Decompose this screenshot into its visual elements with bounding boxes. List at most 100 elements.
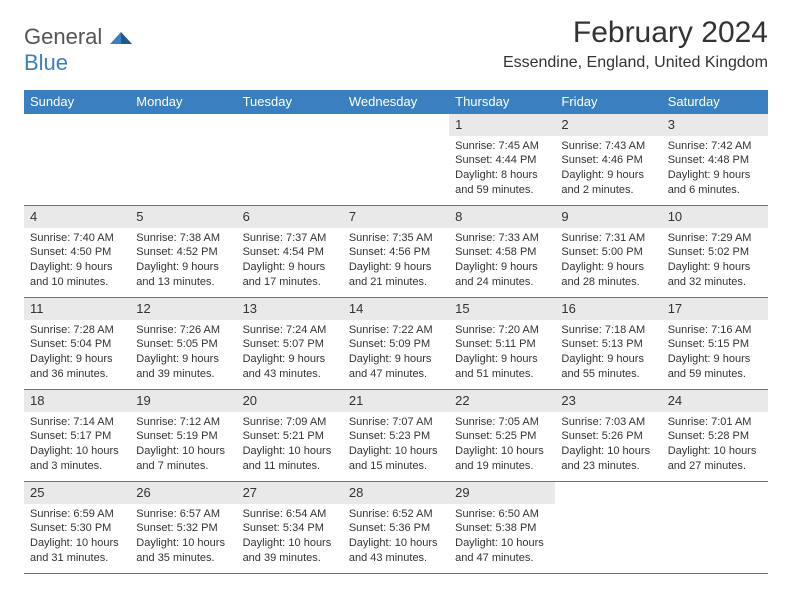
day-sunrise: Sunrise: 6:50 AM xyxy=(455,507,549,522)
logo-text: General Blue xyxy=(24,24,132,76)
weekday-header: Thursday xyxy=(449,90,555,114)
day-number: 7 xyxy=(343,206,449,228)
calendar-cell: 27Sunrise: 6:54 AMSunset: 5:34 PMDayligh… xyxy=(237,482,343,574)
day-sunrise: Sunrise: 6:59 AM xyxy=(30,507,124,522)
day-sunset: Sunset: 5:07 PM xyxy=(243,337,337,352)
day-d1: Daylight: 9 hours xyxy=(561,352,655,367)
day-d2: and 55 minutes. xyxy=(561,367,655,382)
weekday-header: Monday xyxy=(130,90,236,114)
day-d1: Daylight: 10 hours xyxy=(349,536,443,551)
day-sunset: Sunset: 4:44 PM xyxy=(455,153,549,168)
calendar-cell: 20Sunrise: 7:09 AMSunset: 5:21 PMDayligh… xyxy=(237,390,343,482)
page-header: General Blue February 2024 Essendine, En… xyxy=(24,16,768,76)
calendar-cell: 7 Sunrise: 7:35 AMSunset: 4:56 PMDaylight… xyxy=(343,206,449,298)
calendar-cell xyxy=(343,114,449,206)
day-d2: and 27 minutes. xyxy=(668,459,762,474)
day-d1: Daylight: 10 hours xyxy=(349,444,443,459)
day-d1: Daylight: 9 hours xyxy=(668,260,762,275)
logo-line2: Blue xyxy=(24,50,68,75)
calendar-cell: 21Sunrise: 7:07 AMSunset: 5:23 PMDayligh… xyxy=(343,390,449,482)
day-d1: Daylight: 10 hours xyxy=(668,444,762,459)
calendar-page: General Blue February 2024 Essendine, En… xyxy=(0,0,792,590)
calendar-cell: 8Sunrise: 7:33 AMSunset: 4:58 PMDaylight… xyxy=(449,206,555,298)
day-sunset: Sunset: 4:56 PM xyxy=(349,245,443,260)
calendar-cell: 26Sunrise: 6:57 AMSunset: 5:32 PMDayligh… xyxy=(130,482,236,574)
day-d2: and 23 minutes. xyxy=(561,459,655,474)
calendar-week: 1Sunrise: 7:45 AMSunset: 4:44 PMDaylight… xyxy=(24,114,768,206)
day-number: 14 xyxy=(343,298,449,320)
day-d1: Daylight: 10 hours xyxy=(243,536,337,551)
day-sunset: Sunset: 5:30 PM xyxy=(30,521,124,536)
day-number: 20 xyxy=(237,390,343,412)
day-sunrise: Sunrise: 6:52 AM xyxy=(349,507,443,522)
calendar-cell: 1Sunrise: 7:45 AMSunset: 4:44 PMDaylight… xyxy=(449,114,555,206)
day-sunset: Sunset: 4:46 PM xyxy=(561,153,655,168)
day-sunset: Sunset: 4:50 PM xyxy=(30,245,124,260)
day-d2: and 21 minutes. xyxy=(349,275,443,290)
day-number: 15 xyxy=(449,298,555,320)
day-sunset: Sunset: 5:38 PM xyxy=(455,521,549,536)
day-number: 1 xyxy=(449,114,555,136)
calendar-cell: 3Sunrise: 7:42 AMSunset: 4:48 PMDaylight… xyxy=(662,114,768,206)
day-d1: Daylight: 9 hours xyxy=(349,260,443,275)
calendar-cell: 28 Sunrise: 6:52 AMSunset: 5:36 PMDayligh… xyxy=(343,482,449,574)
day-sunrise: Sunrise: 7:14 AM xyxy=(30,415,124,430)
day-number: 25 xyxy=(24,482,130,504)
calendar-cell: 18Sunrise: 7:14 AMSunset: 5:17 PMDayligh… xyxy=(24,390,130,482)
day-d2: and 17 minutes. xyxy=(243,275,337,290)
location: Essendine, England, United Kingdom xyxy=(503,54,768,72)
day-number: 9 xyxy=(555,206,661,228)
day-sunrise: Sunrise: 7:38 AM xyxy=(136,231,230,246)
day-d2: and 51 minutes. xyxy=(455,367,549,382)
day-number: 24 xyxy=(662,390,768,412)
day-sunrise: Sunrise: 7:03 AM xyxy=(561,415,655,430)
calendar-cell: 11Sunrise: 7:28 AMSunset: 5:04 PMDayligh… xyxy=(24,298,130,390)
day-sunrise: Sunrise: 7:35 AM xyxy=(349,231,443,246)
day-d1: Daylight: 9 hours xyxy=(136,260,230,275)
day-number: 3 xyxy=(662,114,768,136)
calendar-cell: 15Sunrise: 7:20 AMSunset: 5:11 PMDayligh… xyxy=(449,298,555,390)
day-number: 28 xyxy=(343,482,449,504)
day-sunrise: Sunrise: 7:28 AM xyxy=(30,323,124,338)
day-sunset: Sunset: 5:32 PM xyxy=(136,521,230,536)
day-sunset: Sunset: 5:15 PM xyxy=(668,337,762,352)
day-d2: and 32 minutes. xyxy=(668,275,762,290)
day-d2: and 39 minutes. xyxy=(136,367,230,382)
day-d1: Daylight: 10 hours xyxy=(455,536,549,551)
day-sunset: Sunset: 5:36 PM xyxy=(349,521,443,536)
day-number: 21 xyxy=(343,390,449,412)
calendar-cell: 12Sunrise: 7:26 AMSunset: 5:05 PMDayligh… xyxy=(130,298,236,390)
day-number: 12 xyxy=(130,298,236,320)
day-d2: and 43 minutes. xyxy=(349,551,443,566)
day-d1: Daylight: 10 hours xyxy=(136,444,230,459)
day-number: 26 xyxy=(130,482,236,504)
logo-line1: General xyxy=(24,24,102,49)
day-number: 19 xyxy=(130,390,236,412)
day-d1: Daylight: 9 hours xyxy=(455,352,549,367)
day-d1: Daylight: 9 hours xyxy=(30,260,124,275)
weekday-row: SundayMondayTuesdayWednesdayThursdayFrid… xyxy=(24,90,768,114)
day-sunset: Sunset: 5:34 PM xyxy=(243,521,337,536)
title-block: February 2024 Essendine, England, United… xyxy=(503,16,768,72)
day-sunset: Sunset: 5:21 PM xyxy=(243,429,337,444)
day-number: 17 xyxy=(662,298,768,320)
day-number: 27 xyxy=(237,482,343,504)
calendar-cell: 23Sunrise: 7:03 AMSunset: 5:26 PMDayligh… xyxy=(555,390,661,482)
calendar-cell: 5 Sunrise: 7:38 AMSunset: 4:52 PMDaylight… xyxy=(130,206,236,298)
day-sunset: Sunset: 5:25 PM xyxy=(455,429,549,444)
day-d1: Daylight: 10 hours xyxy=(561,444,655,459)
calendar-week: 18Sunrise: 7:14 AMSunset: 5:17 PMDayligh… xyxy=(24,390,768,482)
day-sunset: Sunset: 4:52 PM xyxy=(136,245,230,260)
day-number: 5 xyxy=(130,206,236,228)
day-d2: and 15 minutes. xyxy=(349,459,443,474)
weekday-header: Sunday xyxy=(24,90,130,114)
day-d1: Daylight: 9 hours xyxy=(561,168,655,183)
day-d1: Daylight: 9 hours xyxy=(243,352,337,367)
day-sunrise: Sunrise: 7:12 AM xyxy=(136,415,230,430)
calendar-cell: 25Sunrise: 6:59 AMSunset: 5:30 PMDayligh… xyxy=(24,482,130,574)
calendar-cell xyxy=(24,114,130,206)
day-number: 11 xyxy=(24,298,130,320)
day-sunrise: Sunrise: 7:31 AM xyxy=(561,231,655,246)
day-d2: and 6 minutes. xyxy=(668,183,762,198)
day-number: 22 xyxy=(449,390,555,412)
